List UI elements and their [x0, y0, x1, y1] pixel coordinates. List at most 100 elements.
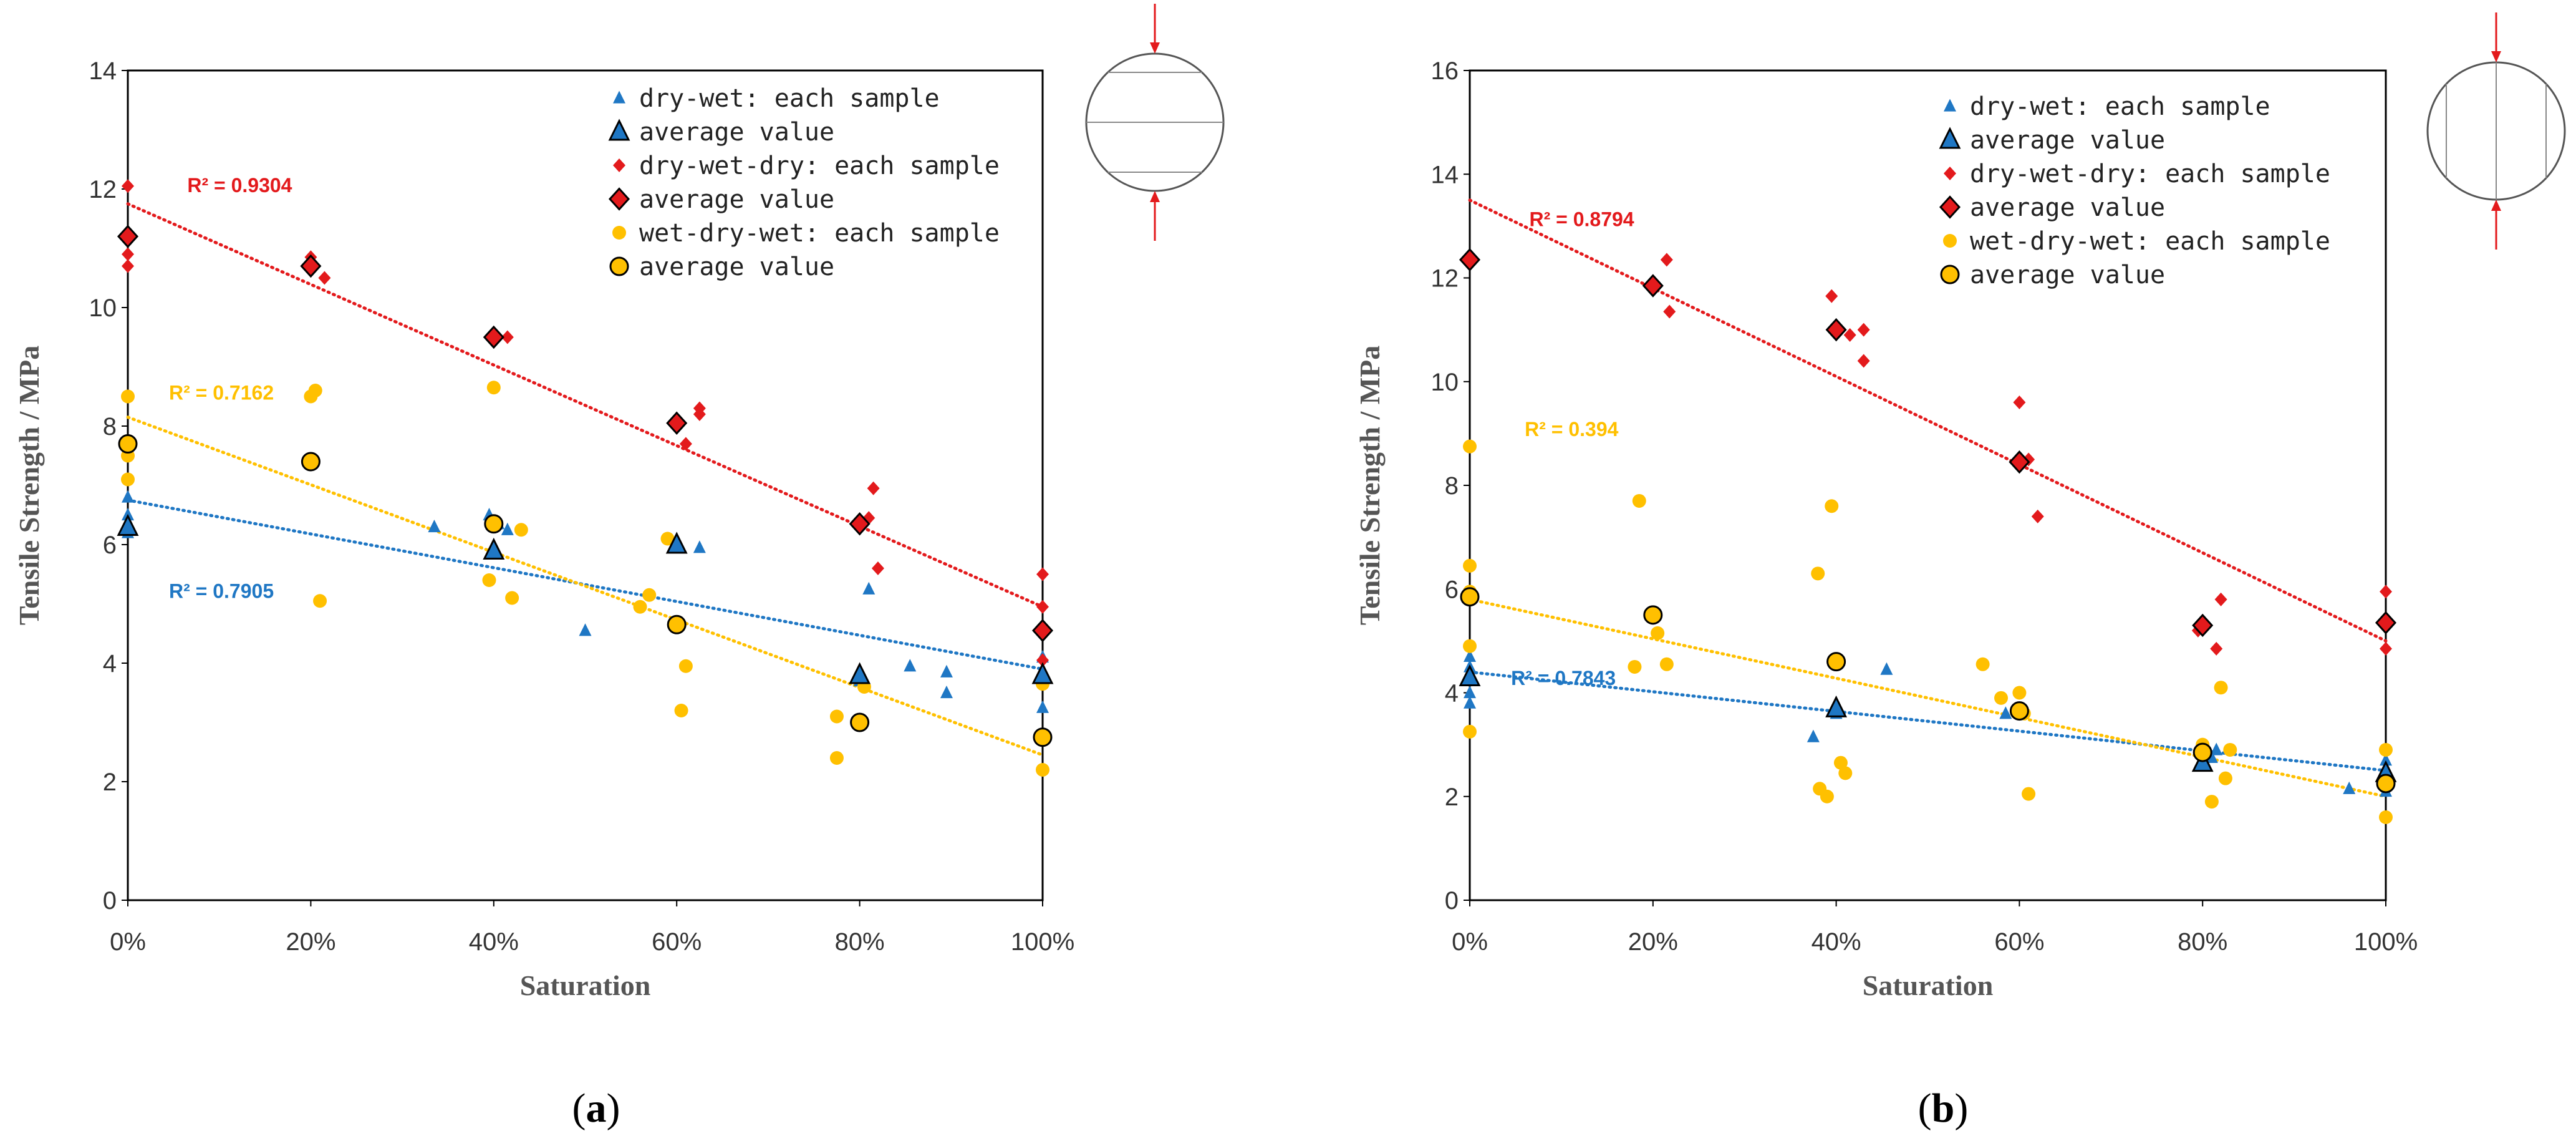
load-arrowhead-bottom	[2491, 200, 2501, 211]
sample-point-dry-wet	[904, 659, 917, 672]
sample-point-wet-dry-wet	[2012, 686, 2027, 700]
x-tick-label: 40%	[469, 928, 519, 956]
sample-point-wet-dry-wet	[514, 523, 528, 537]
average-point-wet-dry-wet	[2009, 701, 2029, 721]
legend: dry-wet: each sample average value dry-wet…	[608, 84, 1000, 281]
sample-point-wet-dry-wet	[2218, 771, 2232, 785]
sample-point-wet-dry-wet	[2223, 742, 2237, 757]
sample-point-wet-dry-wet	[1838, 766, 1853, 780]
chart-panel-b: 0 2 4 6 8 10 12 14 16 0% 20% 40% 60% 80% 100% Saturatio…	[1354, 12, 2566, 1001]
sample-point-dry-wet-dry	[871, 561, 884, 575]
x-axis-label: Saturation	[520, 969, 651, 1001]
x-tick-label: 40%	[1811, 928, 1861, 956]
sample-point-dry-wet-dry	[1036, 567, 1049, 581]
average-point-dry-wet-dry	[2375, 611, 2397, 635]
sample-point-dry-wet	[940, 664, 953, 677]
sample-point-dry-wet-dry	[1825, 289, 1838, 303]
y-tick-label: 4	[1445, 680, 1459, 707]
sample-point-dry-wet-dry	[122, 247, 134, 261]
sample-point-wet-dry-wet	[1833, 755, 1848, 770]
sample-point-dry-wet-dry	[1843, 328, 1856, 342]
sample-point-wet-dry-wet	[313, 594, 327, 608]
sample-point-dry-wet	[2210, 742, 2223, 755]
average-point-dry-wet	[1459, 664, 1481, 686]
legend-label: average value	[1970, 193, 2165, 222]
average-point-dry-wet	[1825, 695, 1848, 717]
load-arrowhead-top	[1150, 42, 1160, 54]
sample-point-dry-wet	[1999, 706, 2012, 719]
legend-label: dry-wet: each sample	[1970, 92, 2270, 121]
y-tick-label: 10	[1431, 369, 1459, 396]
y-axis-label: Tensile Strength / MPa	[13, 346, 45, 626]
legend-label: wet-dry-wet: each sample	[1970, 227, 2330, 256]
sample-point-dry-wet-dry	[501, 330, 514, 344]
sample-point-wet-dry-wet	[1975, 657, 1990, 671]
legend-label: wet-dry-wet: each sample	[639, 219, 1000, 248]
sample-point-wet-dry-wet	[1463, 639, 1477, 653]
sample-point-dry-wet	[940, 686, 953, 699]
sample-point-wet-dry-wet	[2214, 681, 2228, 695]
sample-point-dry-wet-dry	[1660, 253, 1673, 267]
sample-point-dry-wet	[501, 522, 514, 535]
legend-marker	[613, 90, 625, 104]
average-point-dry-wet-dry	[2009, 450, 2030, 474]
r2-label-dry-wet-dry: R² = 0.9304	[187, 174, 292, 197]
sample-point-dry-wet-dry	[693, 407, 706, 421]
sample-point-dry-wet-dry	[1036, 600, 1049, 614]
sample-point-dry-wet	[693, 540, 706, 553]
y-tick-label: 14	[89, 57, 117, 85]
average-point-dry-wet	[483, 537, 505, 560]
average-point-wet-dry-wet	[850, 712, 870, 732]
sample-point-dry-wet	[1036, 700, 1049, 713]
sample-point-dry-wet	[428, 520, 441, 533]
sample-point-dry-wet	[579, 623, 592, 636]
average-point-wet-dry-wet	[301, 452, 321, 472]
sample-point-wet-dry-wet	[1463, 724, 1477, 739]
sample-point-dry-wet-dry	[2013, 396, 2026, 409]
y-tick-label: 8	[103, 413, 117, 440]
average-point-dry-wet	[849, 662, 871, 684]
sample-point-wet-dry-wet	[829, 709, 844, 724]
sample-point-wet-dry-wet	[2022, 787, 2036, 801]
average-point-wet-dry-wet	[1826, 652, 1846, 672]
x-tick-label: 60%	[652, 928, 702, 956]
sample-point-wet-dry-wet	[1994, 691, 2009, 705]
sample-point-dry-wet	[1880, 662, 1893, 675]
sample-point-wet-dry-wet	[482, 573, 496, 587]
average-point-wet-dry-wet	[484, 514, 504, 534]
sample-point-dry-wet-dry	[2210, 641, 2223, 656]
chart-panel-a: 0 2 4 6 8 10 12 14 0% 20% 40% 60% 80% 100% Saturation T…	[13, 4, 1225, 1001]
specimen-diagram	[2426, 12, 2566, 250]
sample-point-wet-dry-wet	[486, 381, 501, 395]
sample-point-dry-wet	[1807, 729, 1820, 742]
y-tick-label: 2	[1445, 784, 1459, 811]
sample-point-dry-wet	[1464, 649, 1476, 662]
y-tick-label: 14	[1431, 161, 1459, 188]
legend-marker	[612, 226, 626, 240]
sample-point-wet-dry-wet	[2379, 810, 2393, 824]
y-tick-label: 10	[89, 294, 117, 322]
x-tick-label: 20%	[1628, 928, 1678, 956]
trendline-wet-dry-wet	[126, 415, 1044, 757]
legend-marker	[613, 158, 625, 172]
sample-point-dry-wet-dry	[1036, 653, 1049, 668]
load-arrowhead-top	[2491, 51, 2501, 62]
legend-label: average value	[639, 185, 834, 214]
average-point-dry-wet-dry	[1642, 274, 1664, 298]
sample-point-dry-wet-dry	[122, 259, 134, 273]
r2-label-wet-dry-wet: R² = 0.7162	[169, 381, 274, 404]
sample-point-wet-dry-wet	[1659, 657, 1674, 671]
sample-point-dry-wet-dry	[2031, 509, 2044, 523]
sample-point-dry-wet-dry	[1663, 304, 1676, 319]
y-tick-label: 0	[1445, 887, 1459, 915]
sample-point-dry-wet	[862, 581, 876, 595]
legend-label: average value	[639, 253, 834, 281]
sample-point-wet-dry-wet	[1036, 763, 1049, 777]
x-tick-label: 0%	[1452, 928, 1488, 956]
sample-point-dry-wet-dry	[318, 271, 331, 285]
sample-point-wet-dry-wet	[1463, 558, 1477, 573]
sample-point-wet-dry-wet	[505, 591, 519, 605]
legend-marker	[1944, 99, 1956, 112]
sample-point-dry-wet	[1464, 696, 1476, 709]
